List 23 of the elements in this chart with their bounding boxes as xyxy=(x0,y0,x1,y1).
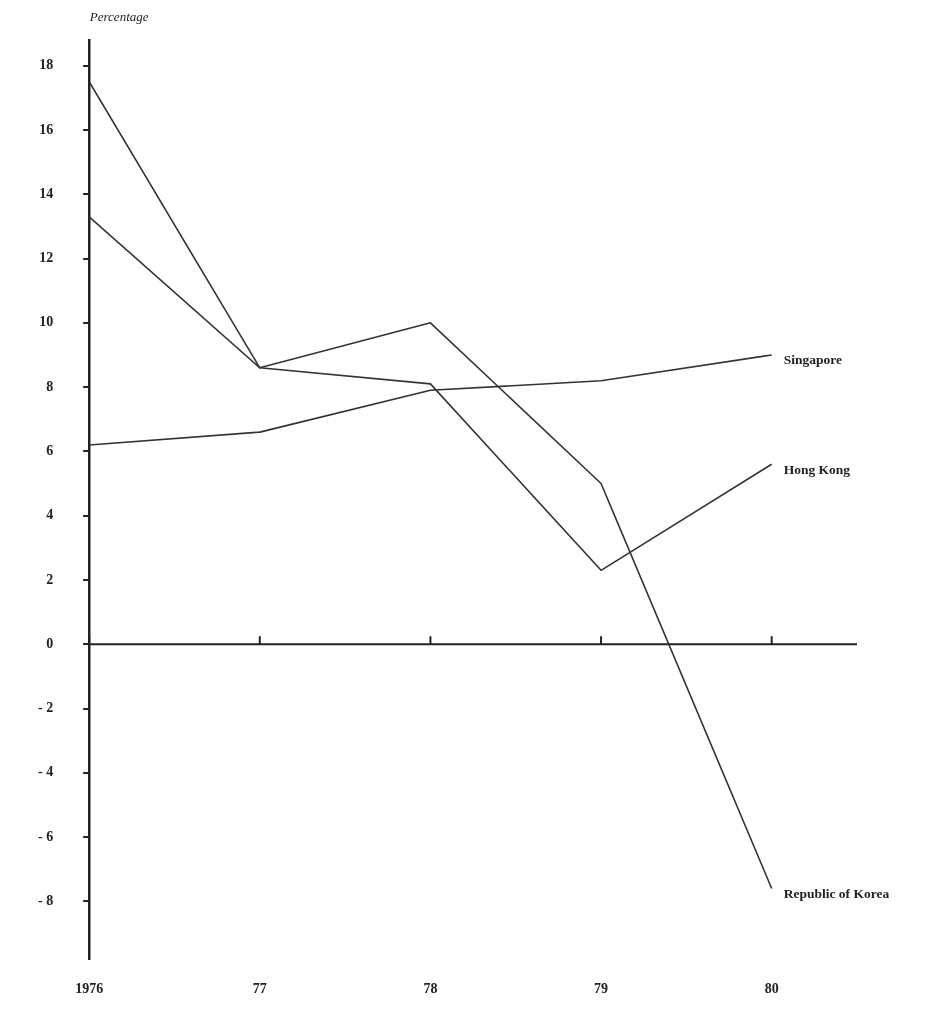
series-label: Hong Kong xyxy=(783,461,851,477)
x-tick-label: 77 xyxy=(252,981,267,997)
series-label: Republic of Korea xyxy=(783,885,890,901)
y-tick-label: 0 xyxy=(46,635,54,651)
y-tick-label: 6 xyxy=(46,443,54,458)
y-tick-label: 14 xyxy=(39,185,54,201)
y-tick-label: - 2 xyxy=(37,700,54,716)
y-tick-label: 16 xyxy=(39,121,54,137)
x-tick-label: 1976 xyxy=(75,981,104,997)
y-tick-label: 18 xyxy=(39,57,54,73)
y-tick-label: - 6 xyxy=(37,828,54,844)
y-tick-label: 10 xyxy=(39,314,54,330)
y-tick-label: - 4 xyxy=(37,764,54,780)
y-tick-label: 8 xyxy=(46,378,54,394)
x-tick-label: 80 xyxy=(764,981,779,997)
y-tick-label: - 8 xyxy=(37,892,54,908)
y-tick-label: 4 xyxy=(46,507,54,523)
x-tick-label: 78 xyxy=(423,981,438,997)
y-tick-label: 12 xyxy=(39,250,54,266)
y-axis-title: Percentage xyxy=(88,8,149,24)
y-tick-label: 2 xyxy=(46,571,54,587)
x-tick-label: 79 xyxy=(594,981,609,997)
series-label: Singapore xyxy=(783,352,842,368)
